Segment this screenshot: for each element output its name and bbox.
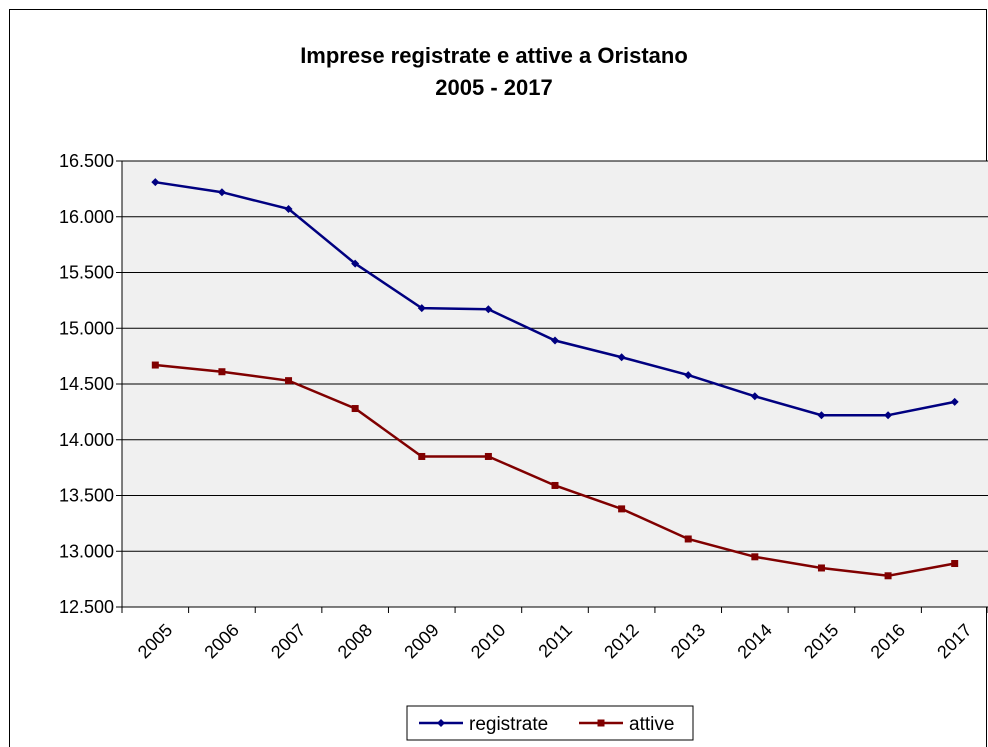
data-point-attive	[484, 452, 492, 460]
data-point-attive	[151, 361, 159, 369]
data-point-registrate	[217, 188, 226, 197]
data-point-registrate	[351, 259, 360, 268]
legend-marker-registrate	[437, 719, 445, 727]
data-point-attive	[351, 405, 359, 413]
y-tick-label: 15.000	[59, 318, 114, 338]
data-point-attive	[817, 564, 825, 572]
data-point-registrate	[551, 336, 559, 345]
x-tick-label: 2008	[334, 620, 376, 662]
x-tick-label: 2007	[267, 620, 309, 662]
data-point-registrate	[484, 305, 493, 314]
data-point-attive	[751, 553, 759, 561]
y-tick-label: 13.500	[59, 486, 114, 506]
y-tick-label: 16.500	[59, 151, 114, 171]
data-point-attive	[418, 452, 426, 460]
data-point-attive	[218, 368, 226, 376]
y-tick-label: 15.500	[59, 263, 114, 283]
chart-title: Imprese registrate e attive a Oristano 2…	[0, 40, 988, 104]
y-tick-label: 14.500	[59, 374, 114, 394]
series-registrate	[151, 178, 959, 420]
x-tick-label: 2013	[667, 620, 709, 662]
data-point-attive	[684, 535, 692, 543]
y-tick-label: 14.000	[59, 430, 114, 450]
legend-label-attive: attive	[629, 714, 674, 735]
data-point-registrate	[884, 411, 893, 420]
data-point-attive	[951, 560, 959, 568]
y-tick-label: 16.000	[59, 207, 114, 227]
data-point-registrate	[417, 304, 426, 313]
x-tick-label: 2005	[134, 620, 176, 662]
legend: registrate attive	[406, 705, 694, 741]
data-point-registrate	[684, 371, 693, 380]
data-point-attive	[618, 505, 626, 513]
legend-marker-attive	[597, 719, 605, 727]
x-tick-label: 2016	[867, 620, 909, 662]
series-attive	[151, 361, 959, 580]
data-point-registrate	[950, 397, 959, 406]
data-point-registrate	[151, 178, 160, 187]
data-point-attive	[285, 377, 293, 385]
chart-title-line-2: 2005 - 2017	[435, 75, 553, 100]
y-tick-label: 12.500	[59, 597, 114, 617]
x-tick-label: 2014	[733, 620, 775, 662]
x-tick-label: 2006	[200, 620, 242, 662]
chart-title-line-1: Imprese registrate e attive a Oristano	[300, 43, 688, 68]
data-point-registrate	[617, 353, 626, 362]
x-tick-label: 2017	[933, 620, 975, 662]
data-point-attive	[551, 481, 559, 489]
x-tick-label: 2015	[800, 620, 842, 662]
legend-label-registrate: registrate	[469, 714, 548, 735]
x-tick-label: 2012	[600, 620, 642, 662]
y-tick-label: 13.000	[59, 541, 114, 561]
x-tick-label: 2011	[534, 620, 576, 662]
x-tick-label: 2009	[400, 620, 442, 662]
x-tick-label: 2010	[467, 620, 509, 662]
data-point-registrate	[817, 411, 826, 420]
series-lines	[151, 178, 959, 580]
data-point-registrate	[750, 392, 759, 401]
data-point-registrate	[284, 204, 293, 213]
gridlines	[122, 160, 988, 552]
data-point-attive	[884, 572, 892, 580]
